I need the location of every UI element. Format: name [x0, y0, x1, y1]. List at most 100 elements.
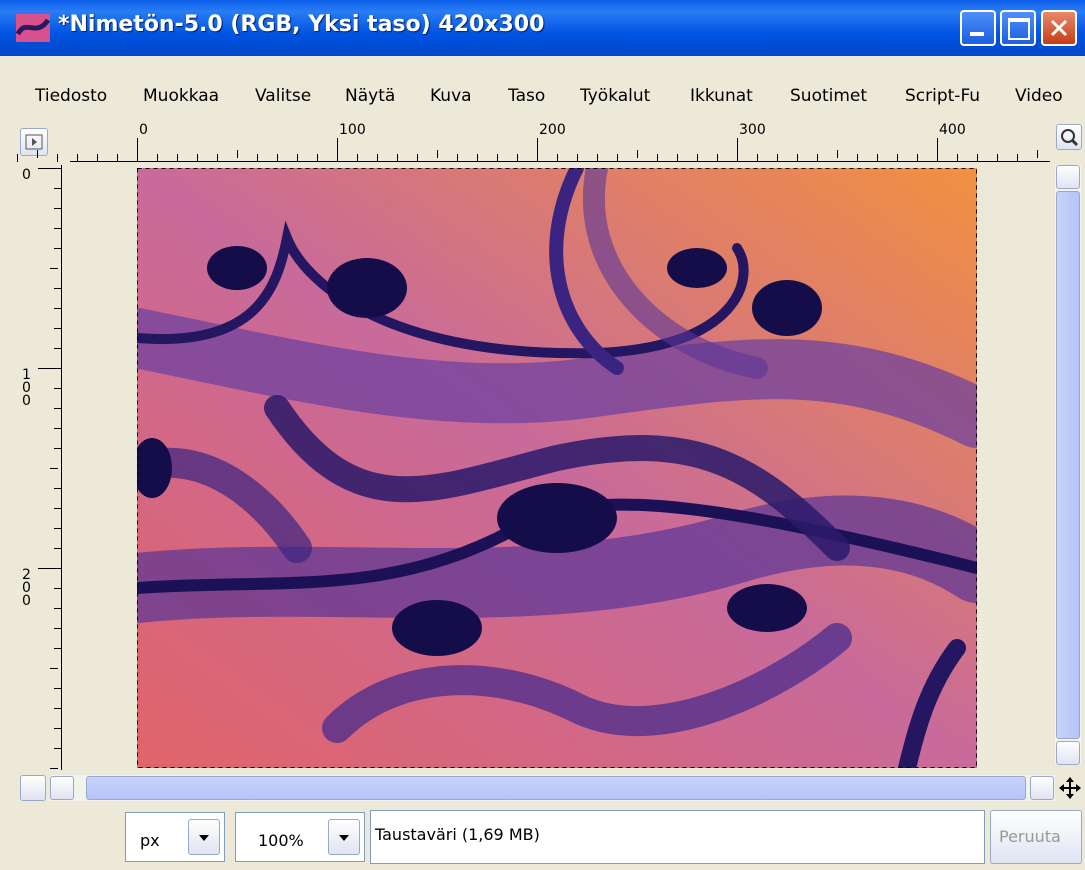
ruler-minor-tick [297, 154, 298, 162]
zoom-value: 100% [258, 831, 304, 850]
ruler-minor-tick [177, 154, 178, 162]
cancel-label: Peruuta [999, 827, 1061, 846]
status-field: Taustaväri (1,69 MB) [370, 810, 985, 864]
ruler-minor-tick [54, 428, 62, 429]
menu-item[interactable]: Script-Fu [905, 86, 981, 106]
ruler-minor-tick [54, 508, 62, 509]
ruler-minor-tick [50, 768, 58, 769]
menu-item[interactable]: Tiedosto [35, 86, 108, 106]
ruler-minor-tick [54, 208, 62, 209]
ruler-label: 100 [339, 122, 366, 138]
ruler-baseline [70, 161, 1050, 162]
ruler-minor-tick [637, 150, 638, 158]
ruler-label: 100 [22, 367, 31, 409]
ruler-minor-tick [197, 154, 198, 162]
menu-arrow-button[interactable] [20, 128, 48, 156]
menu-item[interactable]: Video [1015, 86, 1063, 106]
image-canvas [137, 168, 977, 768]
ruler-minor-tick [54, 728, 62, 729]
ruler-minor-tick [54, 548, 62, 549]
window-title: *Nimetön-5.0 (RGB, Yksi taso) 420x300 [58, 12, 545, 37]
ruler-minor-tick [537, 150, 538, 158]
ruler-minor-tick [54, 228, 62, 229]
menu-item[interactable]: Suotimet [790, 86, 868, 106]
close-button[interactable] [1041, 10, 1077, 46]
status-message: Taustaväri (1,69 MB) [375, 825, 540, 844]
scroll-down[interactable] [1056, 741, 1080, 765]
menu-item[interactable]: Ikkunat [690, 86, 753, 106]
ruler-baseline [61, 165, 62, 770]
ruler-minor-tick [877, 154, 878, 162]
zoom-combo[interactable]: 100% [235, 812, 365, 862]
ruler-minor-tick [1037, 150, 1038, 158]
zoom-button[interactable] [1056, 124, 1082, 150]
ruler-minor-tick [137, 150, 138, 158]
ruler-minor-tick [457, 154, 458, 162]
maximize-button[interactable] [1000, 10, 1036, 46]
ruler-minor-tick [54, 248, 62, 249]
menu-item[interactable]: Näytä [345, 86, 396, 106]
ruler-minor-tick [797, 154, 798, 162]
ruler-minor-tick [517, 154, 518, 162]
ruler-minor-tick [437, 150, 438, 158]
ruler-minor-tick [157, 154, 158, 162]
ruler-minor-tick [54, 648, 62, 649]
scroll-up[interactable] [1056, 165, 1080, 189]
menu-item[interactable]: Kuva [430, 86, 472, 106]
unit-dropdown[interactable] [188, 819, 220, 855]
ruler-minor-tick [717, 154, 718, 162]
ruler-label: 200 [22, 567, 31, 609]
zoom-dropdown[interactable] [328, 819, 360, 855]
ruler-minor-tick [697, 154, 698, 162]
menu-item[interactable]: Taso [508, 86, 546, 106]
ruler-minor-tick [677, 154, 678, 162]
vertical-scrollbar[interactable] [1055, 165, 1081, 765]
cancel-button[interactable]: Peruuta [990, 810, 1082, 864]
scroll-right[interactable] [1030, 776, 1054, 800]
ruler-label: 0 [22, 167, 31, 183]
ruler-minor-tick [757, 154, 758, 162]
ruler-minor-tick [54, 348, 62, 349]
ruler-minor-tick [57, 154, 58, 162]
ruler-minor-tick [337, 150, 338, 158]
ruler-minor-tick [237, 150, 238, 158]
ruler-minor-tick [897, 154, 898, 162]
scroll-thumb[interactable] [86, 776, 1026, 800]
menu-item[interactable]: Valitse [255, 86, 312, 106]
ruler-minor-tick [997, 154, 998, 162]
unit-combo[interactable]: px [125, 812, 225, 862]
ruler-minor-tick [597, 154, 598, 162]
ruler-minor-tick [257, 154, 258, 162]
ruler-minor-tick [357, 154, 358, 162]
ruler-minor-tick [54, 308, 62, 309]
ruler-minor-tick [77, 154, 78, 162]
ruler-minor-tick [657, 154, 658, 162]
menu-item[interactable]: Työkalut [580, 86, 651, 106]
ruler-minor-tick [54, 288, 62, 289]
ruler-minor-tick [777, 154, 778, 162]
ruler-minor-tick [817, 154, 818, 162]
ruler-minor-tick [54, 628, 62, 629]
scroll-left[interactable] [50, 776, 74, 800]
title-bar: *Nimetön-5.0 (RGB, Yksi taso) 420x300 [0, 0, 1085, 56]
ruler-minor-tick [54, 588, 62, 589]
ruler-minor-tick [17, 154, 18, 162]
ruler-tick [38, 168, 62, 169]
ruler-minor-tick [477, 154, 478, 162]
ruler-minor-tick [54, 448, 62, 449]
ruler-minor-tick [50, 368, 58, 369]
scroll-thumb[interactable] [1056, 191, 1080, 739]
horizontal-scrollbar[interactable] [50, 775, 1055, 801]
vertical-ruler: 0 100 200 [20, 165, 62, 770]
ruler-minor-tick [977, 154, 978, 162]
ruler-minor-tick [317, 154, 318, 162]
ruler-minor-tick [37, 150, 38, 158]
ruler-minor-tick [217, 154, 218, 162]
ruler-minor-tick [837, 150, 838, 158]
minimize-button[interactable] [960, 10, 996, 46]
ruler-minor-tick [117, 154, 118, 162]
ruler-minor-tick [54, 388, 62, 389]
horizontal-ruler: 0 100 200 300 400 [17, 120, 1050, 162]
navigate-button[interactable] [20, 775, 46, 801]
menu-item[interactable]: Muokkaa [143, 86, 220, 106]
